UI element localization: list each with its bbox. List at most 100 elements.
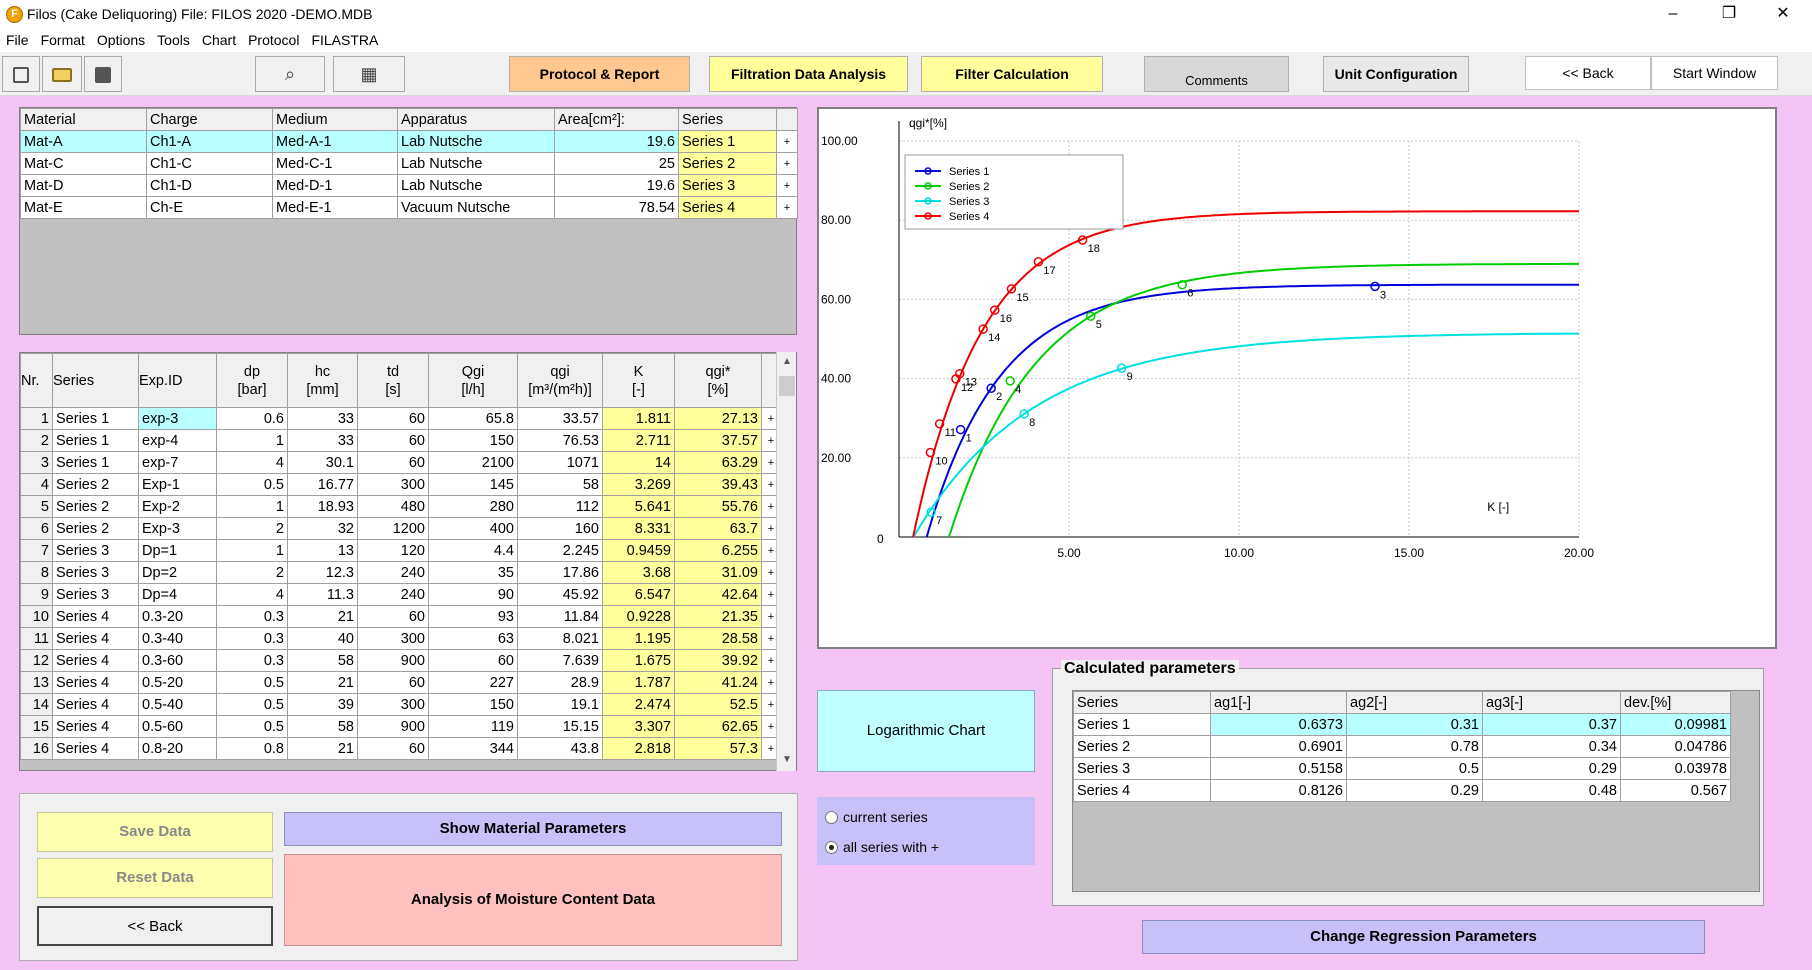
- experiments-cell[interactable]: Series 4: [52, 649, 139, 672]
- experiments-row[interactable]: 5 Series 2 Exp-2 1 18.93 480 280 112 5.641 55.76 +: [20, 495, 781, 518]
- experiments-cell[interactable]: 15: [20, 715, 53, 738]
- data-point[interactable]: [990, 305, 1000, 315]
- data-point[interactable]: [1177, 279, 1188, 290]
- experiments-cell[interactable]: Exp-3: [138, 517, 217, 540]
- experiments-cell[interactable]: 145: [428, 473, 518, 496]
- calc-cell[interactable]: 0.78: [1346, 735, 1483, 758]
- logarithmic-chart-button[interactable]: Logarithmic Chart: [817, 690, 1035, 772]
- experiments-cell[interactable]: 30.1: [287, 451, 358, 474]
- experiments-row[interactable]: 16 Series 4 0.8-20 0.8 21 60 344 43.8 2.818 57.3 +: [20, 737, 781, 760]
- materials-row[interactable]: Mat-A Ch1-A Med-A-1 Lab Nutsche 19.6 Series 1…: [20, 130, 798, 153]
- minimize-button[interactable]: –: [1668, 5, 1678, 22]
- materials-cell[interactable]: 78.54: [554, 196, 679, 219]
- experiments-cell[interactable]: 60: [357, 737, 429, 760]
- materials-cell[interactable]: Vacuum Nutsche: [397, 196, 555, 219]
- experiments-cell[interactable]: 11.3: [287, 583, 358, 606]
- materials-cell[interactable]: Mat-D: [20, 174, 147, 197]
- materials-cell[interactable]: Lab Nutsche: [397, 130, 555, 153]
- experiments-cell[interactable]: 160: [517, 517, 603, 540]
- experiments-cell[interactable]: 4.4: [428, 539, 518, 562]
- experiments-cell[interactable]: 0.5-40: [138, 693, 217, 716]
- experiments-cell[interactable]: 27.13: [674, 407, 762, 430]
- data-point[interactable]: [955, 368, 965, 379]
- experiments-cell[interactable]: 39.43: [674, 473, 762, 496]
- materials-cell[interactable]: Ch-E: [146, 196, 273, 219]
- experiments-cell[interactable]: 6: [20, 517, 53, 540]
- experiments-cell[interactable]: 150: [428, 693, 518, 716]
- experiments-cell[interactable]: Series 4: [52, 627, 139, 650]
- experiments-header-cell[interactable]: qgi [m³/(m²h)]: [517, 353, 603, 408]
- experiments-row[interactable]: 11 Series 4 0.3-40 0.3 40 300 63 8.021 1.195 28.5…: [20, 627, 781, 650]
- experiments-cell[interactable]: 0.6: [216, 407, 288, 430]
- experiments-header-cell[interactable]: dp [bar]: [216, 353, 288, 408]
- experiments-cell[interactable]: Series 1: [52, 429, 139, 452]
- experiments-cell[interactable]: 3.307: [602, 715, 675, 738]
- experiments-cell[interactable]: Series 3: [52, 539, 139, 562]
- experiments-cell[interactable]: 15.15: [517, 715, 603, 738]
- experiments-cell[interactable]: 1.675: [602, 649, 675, 672]
- experiments-cell[interactable]: 0.5-20: [138, 671, 217, 694]
- calc-cell[interactable]: 0.5: [1346, 757, 1483, 780]
- experiments-cell[interactable]: Series 4: [52, 693, 139, 716]
- experiments-cell[interactable]: 300: [357, 693, 429, 716]
- calc-cell[interactable]: 0.31: [1346, 713, 1483, 736]
- calc-cell[interactable]: Series 4: [1073, 779, 1211, 802]
- back-toolbar-button[interactable]: << Back: [1525, 56, 1651, 90]
- experiments-cell[interactable]: 76.53: [517, 429, 603, 452]
- experiments-cell[interactable]: 119: [428, 715, 518, 738]
- experiments-cell[interactable]: 60: [428, 649, 518, 672]
- experiments-row[interactable]: 13 Series 4 0.5-20 0.5 21 60 227 28.9 1.787 41.24…: [20, 671, 781, 694]
- experiments-cell[interactable]: 0.3: [216, 605, 288, 628]
- experiments-cell[interactable]: 32: [287, 517, 358, 540]
- experiments-cell[interactable]: 58: [287, 649, 358, 672]
- experiments-cell[interactable]: 1: [20, 407, 53, 430]
- materials-cell[interactable]: Ch1-A: [146, 130, 273, 153]
- experiments-cell[interactable]: 60: [357, 407, 429, 430]
- data-point[interactable]: [978, 324, 988, 334]
- experiments-cell[interactable]: 3: [20, 451, 53, 474]
- experiments-cell[interactable]: 55.76: [674, 495, 762, 518]
- experiments-cell[interactable]: 37.57: [674, 429, 762, 452]
- experiments-cell[interactable]: Series 2: [52, 495, 139, 518]
- experiments-cell[interactable]: exp-3: [138, 407, 217, 430]
- show-material-parameters-button[interactable]: Show Material Parameters: [284, 812, 782, 846]
- experiments-cell[interactable]: 28.58: [674, 627, 762, 650]
- experiments-cell[interactable]: 35: [428, 561, 518, 584]
- experiments-cell[interactable]: Dp=4: [138, 583, 217, 606]
- experiments-cell[interactable]: 60: [357, 451, 429, 474]
- experiments-header-cell[interactable]: Exp.ID: [138, 353, 217, 408]
- experiments-cell[interactable]: 0.5: [216, 715, 288, 738]
- experiments-cell[interactable]: Exp-1: [138, 473, 217, 496]
- experiments-cell[interactable]: 63.7: [674, 517, 762, 540]
- experiments-cell[interactable]: 19.1: [517, 693, 603, 716]
- materials-cell[interactable]: 19.6: [554, 174, 679, 197]
- experiments-cell[interactable]: 300: [357, 473, 429, 496]
- analysis-moisture-button[interactable]: Analysis of Moisture Content Data: [284, 854, 782, 946]
- experiments-cell[interactable]: 4: [216, 451, 288, 474]
- data-point[interactable]: [925, 447, 936, 458]
- experiments-cell[interactable]: 45.92: [517, 583, 603, 606]
- experiments-cell[interactable]: Series 1: [52, 451, 139, 474]
- materials-header-cell[interactable]: Series: [678, 108, 777, 131]
- experiments-cell[interactable]: 2.711: [602, 429, 675, 452]
- materials-row[interactable]: Mat-E Ch-E Med-E-1 Vacuum Nutsche 78.54 Serie…: [20, 196, 798, 219]
- experiments-cell[interactable]: 150: [428, 429, 518, 452]
- experiments-cell[interactable]: 63.29: [674, 451, 762, 474]
- experiments-cell[interactable]: 21: [287, 737, 358, 760]
- experiments-cell[interactable]: 4: [216, 583, 288, 606]
- save-disk-button[interactable]: [84, 56, 122, 92]
- data-point[interactable]: [1086, 311, 1096, 321]
- data-point[interactable]: [1077, 235, 1088, 245]
- experiments-cell[interactable]: 7: [20, 539, 53, 562]
- experiments-cell[interactable]: Dp=2: [138, 561, 217, 584]
- experiments-cell[interactable]: exp-4: [138, 429, 217, 452]
- data-point[interactable]: [1033, 257, 1044, 267]
- experiments-cell[interactable]: 4: [20, 473, 53, 496]
- experiments-cell[interactable]: 14: [602, 451, 675, 474]
- calc-cell[interactable]: 0.37: [1482, 713, 1621, 736]
- experiments-cell[interactable]: Series 4: [52, 605, 139, 628]
- materials-header-cell[interactable]: Apparatus: [397, 108, 555, 131]
- experiments-cell[interactable]: Series 2: [52, 473, 139, 496]
- data-point[interactable]: [1019, 409, 1029, 419]
- calc-cell[interactable]: Series 3: [1073, 757, 1211, 780]
